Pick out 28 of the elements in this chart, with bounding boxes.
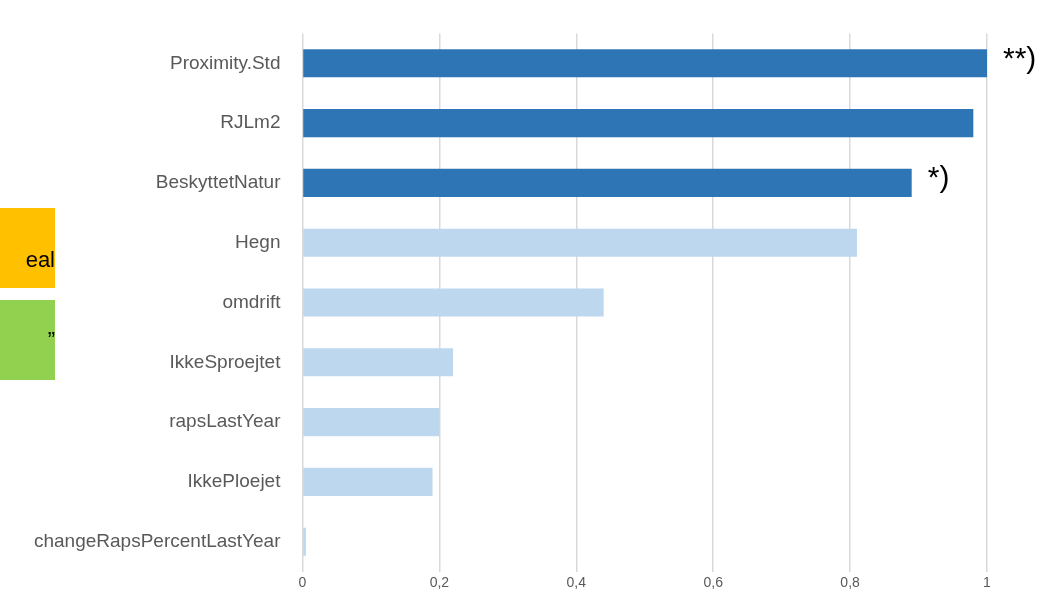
y-tick-label: RJLm2 <box>220 111 281 133</box>
label-box: eal <box>0 208 55 288</box>
y-tick-label: IkkeSproejtet <box>169 350 282 372</box>
bar <box>303 288 604 317</box>
x-tick-label: 1 <box>983 573 992 590</box>
y-tick-label: IkkePloejet <box>187 470 282 492</box>
y-tick-label: Proximity.Std <box>169 51 281 73</box>
label-box: ” <box>0 300 55 380</box>
bar <box>303 168 912 197</box>
bar <box>303 228 857 257</box>
bar <box>303 109 974 138</box>
x-tick-label: 0 <box>298 573 307 590</box>
y-tick-label: BeskyttetNatur <box>155 171 282 193</box>
bar <box>303 527 306 556</box>
annotation: **) <box>1003 40 1037 74</box>
bar <box>303 467 433 496</box>
annotation: *) <box>927 160 950 194</box>
bar <box>303 49 987 78</box>
y-tick-label: changeRapsPercentLastYear <box>33 529 282 551</box>
x-tick-label: 0,6 <box>703 573 724 590</box>
x-tick-label: 0,8 <box>840 573 861 590</box>
y-tick-label: Hegn <box>235 230 281 252</box>
x-tick-label: 0,4 <box>566 573 587 590</box>
y-tick-label: omdrift <box>222 290 282 312</box>
x-tick-label: 0,2 <box>429 573 450 590</box>
bar <box>303 408 440 437</box>
bar <box>303 348 454 377</box>
y-tick-label: rapsLastYear <box>169 410 282 432</box>
